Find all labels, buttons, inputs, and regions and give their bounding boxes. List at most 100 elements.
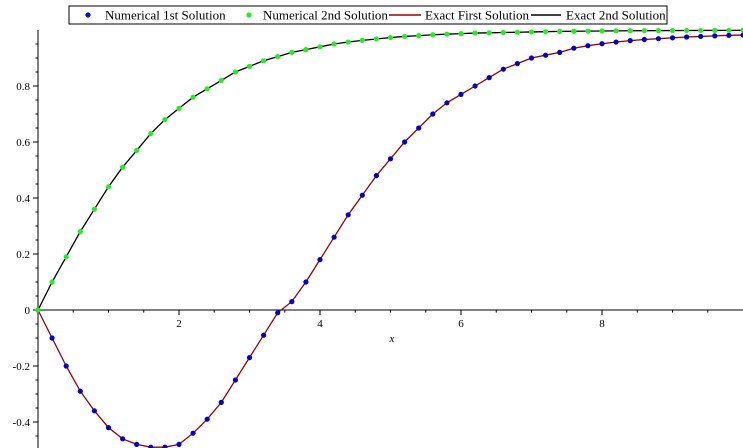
series-1-point [134, 148, 139, 153]
series-0-point [543, 53, 548, 58]
series-0-point [656, 36, 661, 41]
series-1-point [332, 41, 337, 46]
series-0-point [571, 46, 576, 51]
series-1-point [698, 28, 703, 33]
series-1-point [628, 28, 633, 33]
series-1-point [176, 106, 181, 111]
series-0-point [346, 212, 351, 217]
series-0-point [642, 37, 647, 42]
series-1-point [599, 28, 604, 33]
series-0-point [374, 173, 379, 178]
series-0-point [599, 41, 604, 46]
series-1-point [374, 36, 379, 41]
series-1-point [515, 30, 520, 35]
series-0-point [92, 408, 97, 413]
y-tick-label: -0.4 [13, 417, 31, 429]
series-1-point [317, 44, 322, 49]
legend-label-3: Exact 2nd Solution [566, 8, 666, 23]
series-1-point [162, 117, 167, 122]
series-1-point [92, 207, 97, 212]
series-0-point [557, 50, 562, 55]
series-1-point [303, 47, 308, 52]
series-0-point [416, 125, 421, 130]
y-tick-label: -0.2 [13, 361, 30, 373]
series-1-point [712, 28, 717, 33]
series-lines [38, 30, 743, 447]
series-0-point [628, 38, 633, 43]
series-0-point [585, 43, 590, 48]
series-0-point [275, 310, 280, 315]
series-1-point [571, 29, 576, 34]
series-1-point [78, 229, 83, 234]
series-0-point [712, 33, 717, 38]
series-1-point [35, 307, 40, 312]
series-1-point [289, 50, 294, 55]
series-1-point [430, 32, 435, 37]
y-tick-label: 0.8 [16, 81, 30, 93]
series-0-point [726, 33, 731, 38]
series-0-point [176, 442, 181, 447]
series-1-point [402, 34, 407, 39]
series-points [35, 28, 743, 448]
series-1-point [275, 54, 280, 59]
series-0-point [529, 55, 534, 60]
series-1-point [388, 35, 393, 40]
series-0-point [388, 156, 393, 161]
series-1-point [585, 29, 590, 34]
y-tick-label: 0 [25, 305, 31, 317]
legend-swatch-0 [85, 12, 90, 17]
legend: Numerical 1st Solution Numerical 2nd Solu… [69, 6, 667, 24]
series-line-2 [38, 35, 743, 447]
series-0-point [134, 442, 139, 447]
series-1-point [614, 28, 619, 33]
series-0-point [317, 257, 322, 262]
series-1-point [261, 58, 266, 63]
series-0-point [205, 417, 210, 422]
series-0-point [698, 34, 703, 39]
series-1-point [557, 29, 562, 34]
series-0-point [162, 445, 167, 448]
series-0-point [515, 61, 520, 66]
series-0-point [219, 400, 224, 405]
series-0-point [289, 299, 294, 304]
series-1-point [360, 38, 365, 43]
x-tick-label: 4 [317, 318, 323, 330]
y-tick-label: 0.4 [16, 193, 30, 205]
series-0-point [106, 425, 111, 430]
series-0-point [247, 355, 252, 360]
series-1-point [458, 31, 463, 36]
series-1-point [473, 30, 478, 35]
legend-swatch-1 [246, 12, 251, 17]
ticks: 2 4 6 8 -0.4 -0.2 0 0.2 0.4 0.6 0.8 x [13, 44, 708, 436]
series-0-point [614, 39, 619, 44]
series-1-point [191, 95, 196, 100]
series-0-point [684, 34, 689, 39]
series-0-point [261, 333, 266, 338]
series-0-point [50, 335, 55, 340]
series-1-point [684, 28, 689, 33]
series-0-point [332, 235, 337, 240]
series-1-point [233, 69, 238, 74]
series-1-point [148, 131, 153, 136]
series-0-point [120, 436, 125, 441]
series-line-3 [38, 30, 743, 310]
series-1-point [120, 165, 125, 170]
series-1-point [642, 28, 647, 33]
series-0-point [78, 389, 83, 394]
series-0-point [360, 193, 365, 198]
axes [38, 30, 743, 448]
y-tick-label: 0.6 [16, 137, 30, 149]
y-tick-label: 0.2 [16, 249, 30, 261]
series-0-point [444, 100, 449, 105]
series-1-point [219, 78, 224, 83]
series-0-point [670, 35, 675, 40]
series-0-point [303, 279, 308, 284]
series-0-point [458, 92, 463, 97]
series-1-point [543, 29, 548, 34]
legend-label-2: Exact First Solution [425, 8, 530, 23]
series-1-point [501, 30, 506, 35]
series-0-point [64, 363, 69, 368]
series-0-point [233, 377, 238, 382]
series-1-point [670, 28, 675, 33]
